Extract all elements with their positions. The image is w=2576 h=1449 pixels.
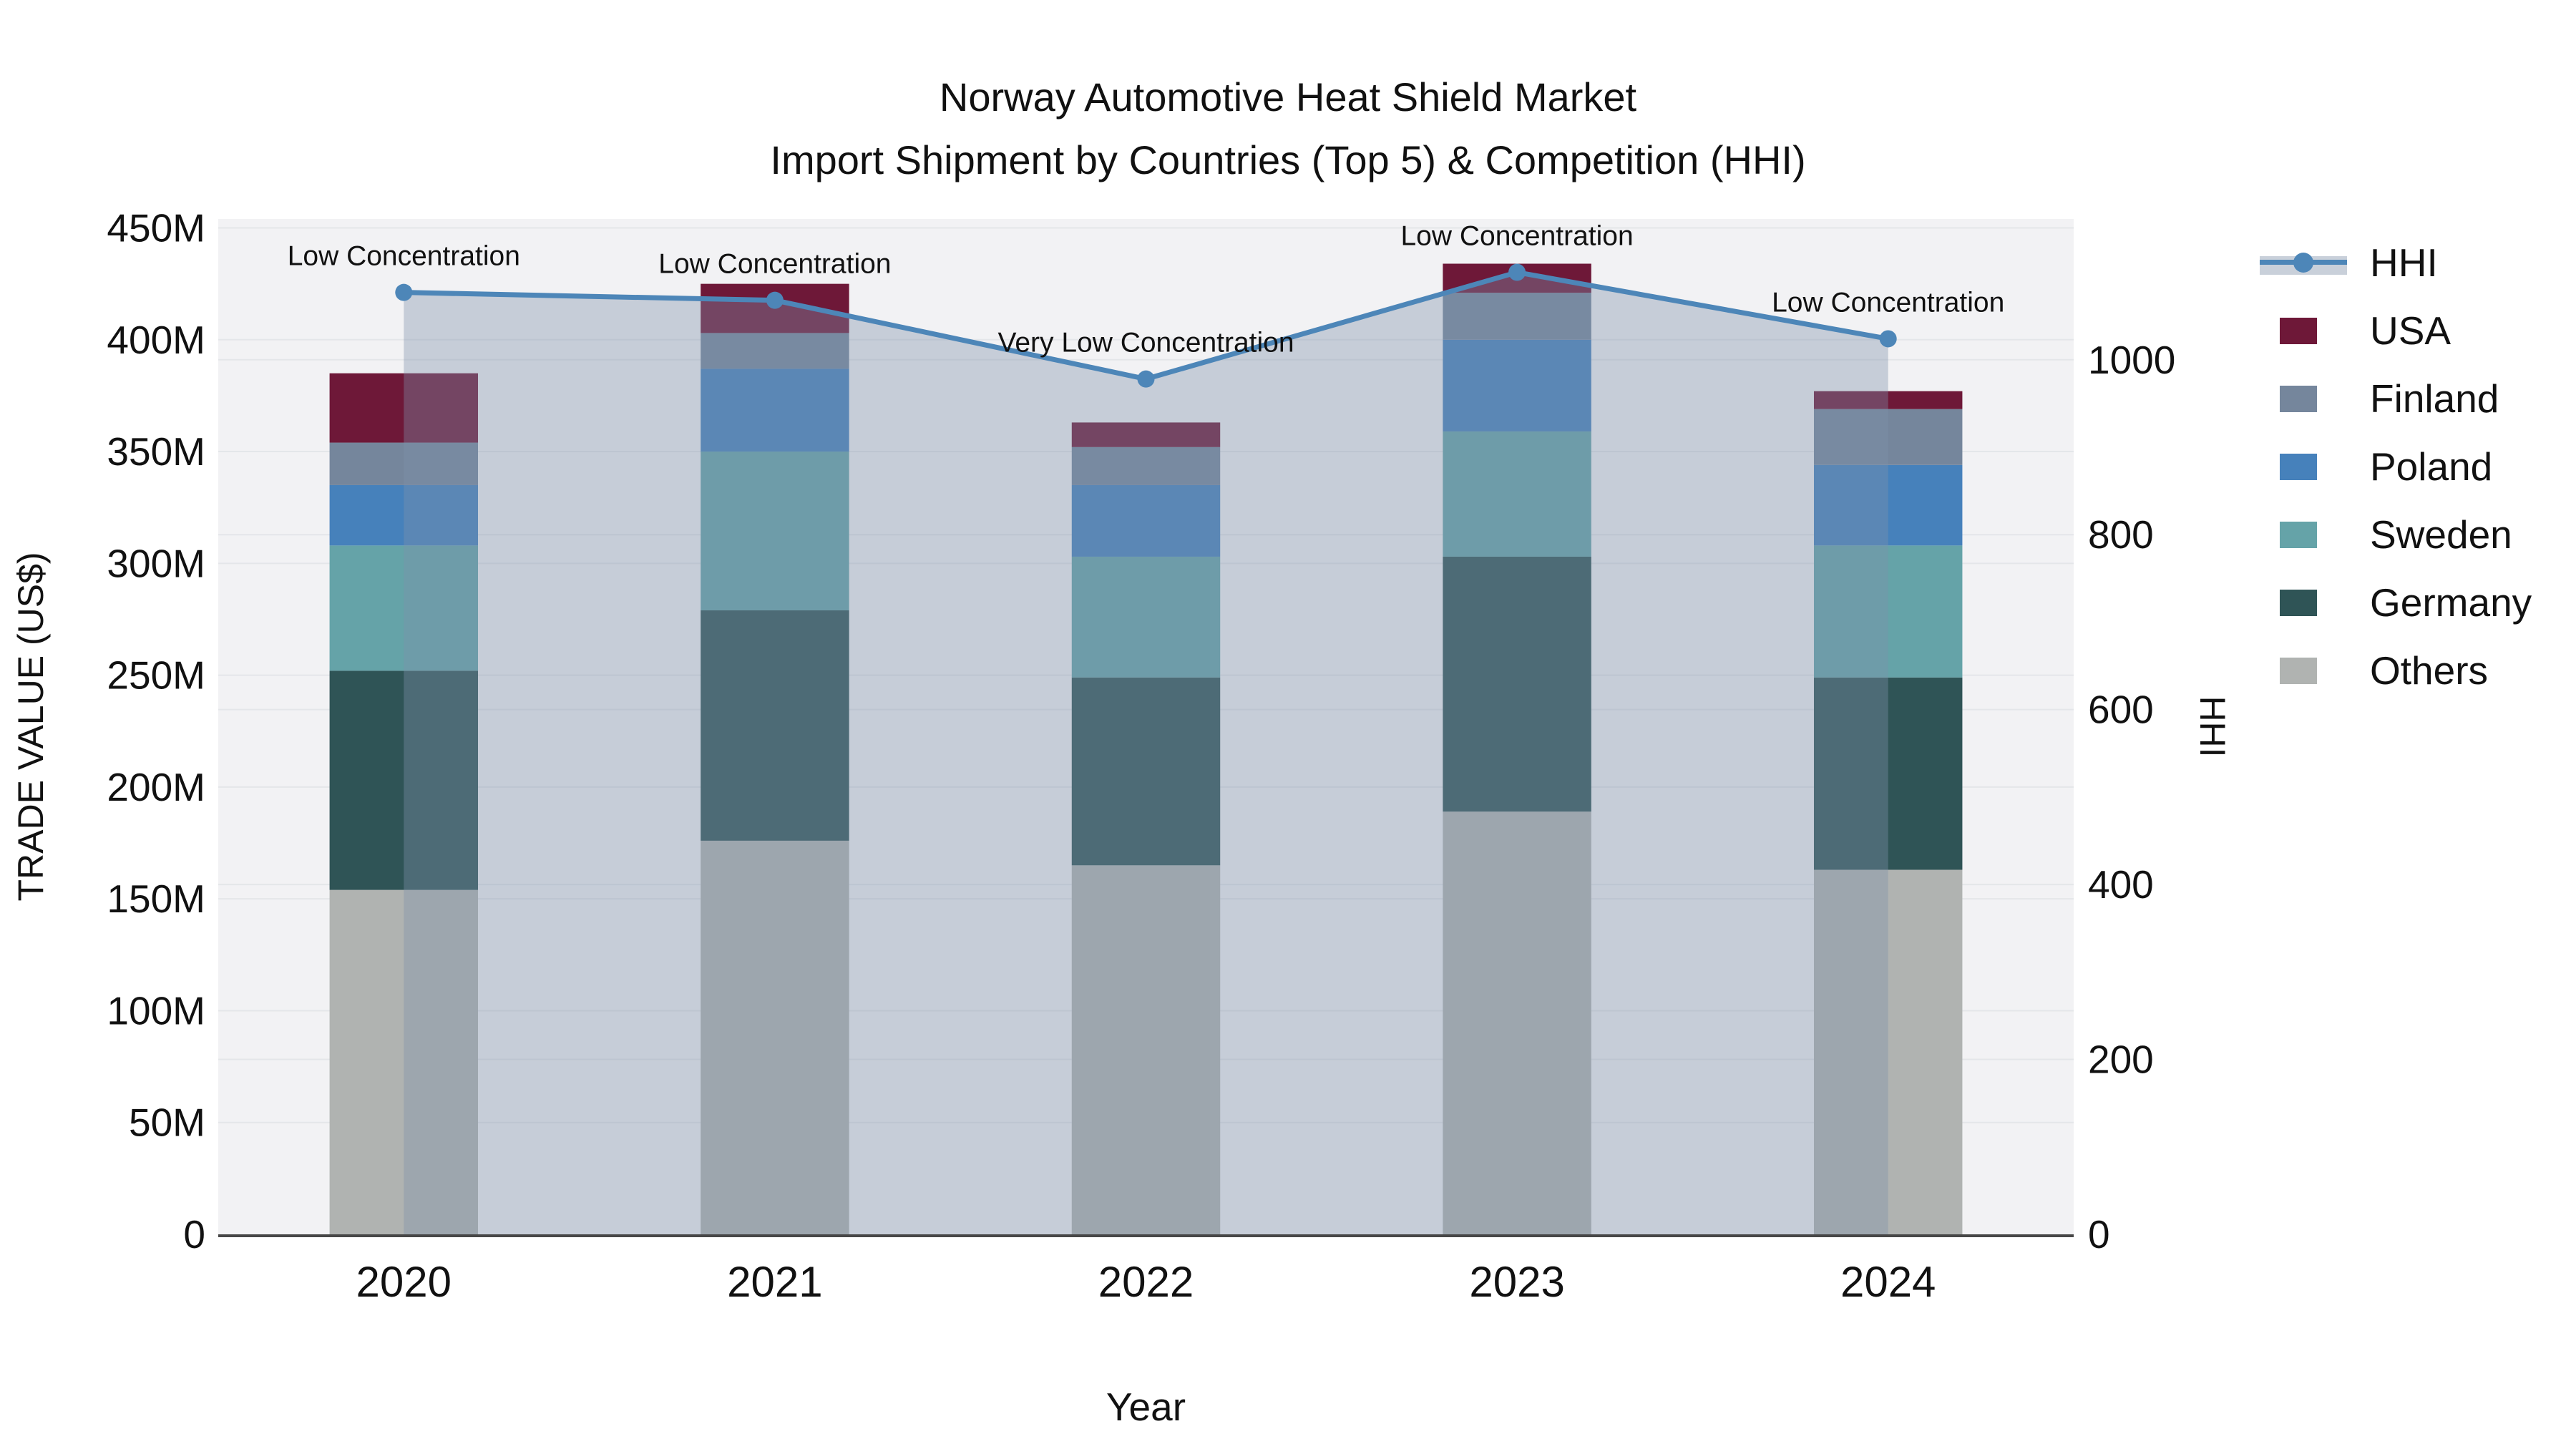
left-axis-tick-label: 350M bbox=[107, 429, 205, 474]
stacked-bar-segment-others[interactable] bbox=[1071, 865, 1221, 1234]
left-axis-tick-label: 250M bbox=[107, 653, 205, 698]
stacked-bar-segment-sweden[interactable] bbox=[1071, 556, 1221, 678]
legend: HHI USA Finland Poland Sweden Germany Others bbox=[2260, 240, 2532, 693]
annotation-2022: Very Low Concentration bbox=[997, 328, 1294, 358]
x-axis-tick-label: 2021 bbox=[727, 1258, 822, 1306]
stacked-bar-segment-usa[interactable] bbox=[1813, 391, 1963, 409]
legend-item-germany[interactable]: Germany bbox=[2260, 580, 2532, 625]
legend-item-finland[interactable]: Finland bbox=[2260, 376, 2532, 421]
stacked-bar-segment-poland[interactable] bbox=[701, 369, 849, 452]
right-axis-tick-label: 400 bbox=[2088, 862, 2154, 907]
stacked-bar-segment-sweden[interactable] bbox=[701, 452, 849, 610]
stacked-bar-segment-usa[interactable] bbox=[329, 373, 479, 443]
legend-label: Sweden bbox=[2370, 512, 2512, 557]
x-axis-tick-label: 2023 bbox=[1469, 1258, 1564, 1306]
hhi-marker-2024[interactable] bbox=[1879, 330, 1897, 348]
right-axis-tick-label: 200 bbox=[2088, 1038, 2154, 1082]
legend-color-swatch-icon bbox=[2260, 589, 2351, 616]
stacked-bar-segment-usa[interactable] bbox=[1071, 422, 1221, 447]
stacked-bar-segment-others[interactable] bbox=[1443, 811, 1591, 1234]
stacked-bar-segment-sweden[interactable] bbox=[329, 545, 479, 671]
legend-label: Finland bbox=[2370, 376, 2499, 421]
legend-color-swatch-icon bbox=[2260, 657, 2351, 684]
stacked-bar-segment-others[interactable] bbox=[1813, 869, 1963, 1234]
legend-label: Poland bbox=[2370, 444, 2493, 489]
stacked-bar-segment-others[interactable] bbox=[701, 840, 849, 1234]
legend-item-hhi[interactable]: HHI bbox=[2260, 240, 2532, 285]
stacked-bar-segment-germany[interactable] bbox=[1071, 677, 1221, 866]
stacked-bar-segment-poland[interactable] bbox=[329, 484, 479, 546]
stacked-bar-segment-sweden[interactable] bbox=[1443, 431, 1591, 557]
legend-item-sweden[interactable]: Sweden bbox=[2260, 512, 2532, 557]
stacked-bar-segment-finland[interactable] bbox=[701, 333, 849, 369]
stacked-bar-segment-poland[interactable] bbox=[1443, 339, 1591, 431]
stacked-bar-segment-germany[interactable] bbox=[329, 670, 479, 890]
chart-title: Norway Automotive Heat Shield Market Imp… bbox=[0, 66, 2576, 192]
right-axis-tick-label: 1000 bbox=[2088, 338, 2175, 382]
stacked-bar-segment-sweden[interactable] bbox=[1813, 545, 1963, 678]
legend-label: Germany bbox=[2370, 580, 2532, 625]
stacked-bar-segment-others[interactable] bbox=[329, 889, 479, 1234]
stacked-bar-segment-germany[interactable] bbox=[1443, 556, 1591, 812]
stacked-bar-segment-finland[interactable] bbox=[1813, 409, 1963, 465]
stacked-bar-segment-poland[interactable] bbox=[1071, 484, 1221, 557]
annotation-2024: Low Concentration bbox=[1772, 287, 2004, 318]
left-axis-tick-label: 200M bbox=[107, 765, 205, 809]
right-axis-tick-label: 0 bbox=[2088, 1212, 2110, 1257]
x-axis-title: Year bbox=[1106, 1385, 1186, 1429]
left-axis-tick-label: 50M bbox=[129, 1101, 205, 1145]
legend-label: Others bbox=[2370, 648, 2489, 693]
stacked-bar-segment-finland[interactable] bbox=[1071, 447, 1221, 485]
x-axis-tick-label: 2020 bbox=[356, 1258, 452, 1306]
legend-color-swatch-icon bbox=[2260, 317, 2351, 344]
chart-title-line2: Import Shipment by Countries (Top 5) & C… bbox=[770, 137, 1806, 182]
annotation-2020: Low Concentration bbox=[288, 241, 520, 272]
stacked-bar-segment-germany[interactable] bbox=[701, 610, 849, 841]
x-axis-tick-label: 2022 bbox=[1098, 1258, 1194, 1306]
legend-color-swatch-icon bbox=[2260, 521, 2351, 548]
left-axis-tick-label: 100M bbox=[107, 988, 205, 1033]
right-axis-title: HHI bbox=[2192, 696, 2233, 757]
hhi-marker-2022[interactable] bbox=[1137, 370, 1155, 388]
hhi-marker-2023[interactable] bbox=[1508, 263, 1526, 281]
stacked-bar-segment-germany[interactable] bbox=[1813, 677, 1963, 870]
legend-label: USA bbox=[2370, 308, 2451, 353]
annotation-2021: Low Concentration bbox=[658, 249, 891, 280]
right-axis-tick-label: 800 bbox=[2088, 512, 2154, 557]
stacked-bar-segment-finland[interactable] bbox=[329, 442, 479, 485]
legend-item-poland[interactable]: Poland bbox=[2260, 444, 2532, 489]
legend-item-usa[interactable]: USA bbox=[2260, 308, 2532, 353]
x-axis-tick-label: 2024 bbox=[1840, 1258, 1936, 1306]
legend-label: HHI bbox=[2370, 240, 2438, 285]
hhi-marker-2021[interactable] bbox=[766, 291, 784, 309]
left-axis-tick-label: 300M bbox=[107, 541, 205, 585]
right-axis-tick-label: 600 bbox=[2088, 688, 2154, 732]
stacked-bar-segment-poland[interactable] bbox=[1813, 464, 1963, 546]
stacked-bar-segment-finland[interactable] bbox=[1443, 293, 1591, 340]
hhi-marker-2020[interactable] bbox=[395, 283, 413, 301]
left-axis-tick-label: 400M bbox=[107, 318, 205, 362]
hhi-area-fill bbox=[404, 272, 1888, 1234]
chart-title-line1: Norway Automotive Heat Shield Market bbox=[939, 74, 1637, 119]
left-axis-tick-label: 150M bbox=[107, 877, 205, 921]
annotation-2023: Low Concentration bbox=[1400, 221, 1633, 252]
legend-color-swatch-icon bbox=[2260, 453, 2351, 480]
hhi-line-swatch-icon bbox=[2260, 248, 2351, 277]
left-axis-title: TRADE VALUE (US$) bbox=[11, 552, 51, 901]
legend-color-swatch-icon bbox=[2260, 385, 2351, 412]
legend-item-others[interactable]: Others bbox=[2260, 648, 2532, 693]
left-axis-tick-label: 450M bbox=[107, 206, 205, 250]
left-axis-tick-label: 0 bbox=[183, 1212, 205, 1257]
